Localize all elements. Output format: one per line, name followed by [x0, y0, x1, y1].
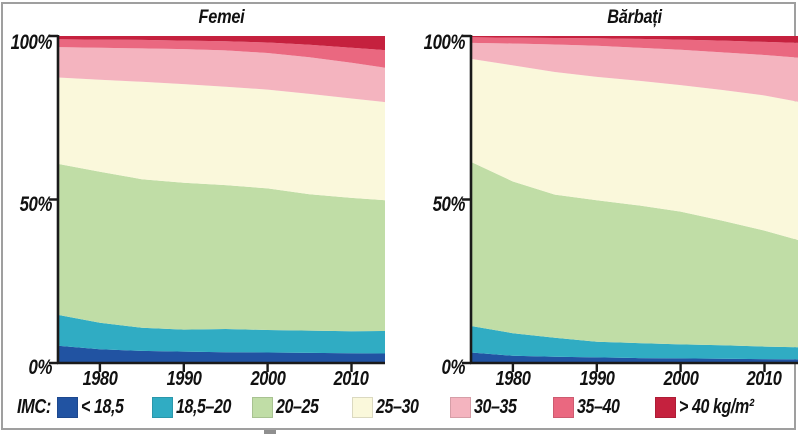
area-band-30-35 — [471, 42, 798, 102]
x-axis-label-2000: 2000 — [250, 368, 286, 390]
legend-swatch-30-35 — [450, 397, 471, 418]
y-axis-label-0: 0% — [28, 356, 53, 379]
area-band--18-5 — [471, 352, 798, 363]
x-axis-label-1990: 1990 — [166, 368, 202, 390]
chart-title-femei: Femei — [198, 7, 245, 28]
y-axis-label-50: 50% — [432, 193, 466, 216]
legend-swatch-20-25 — [252, 397, 273, 418]
legend-swatch-18-5-20 — [152, 397, 173, 418]
y-axis-label-0: 0% — [441, 356, 466, 379]
legend-swatch-under-18-5 — [57, 397, 78, 418]
area-band--40-kg-m- — [58, 36, 385, 51]
x-axis-label-1980: 1980 — [82, 368, 118, 390]
legend-item-label: 25–30 — [376, 396, 419, 418]
y-axis-label-50: 50% — [19, 193, 53, 216]
area-band-30-35 — [58, 47, 385, 103]
area-band--18-5 — [58, 345, 385, 363]
area-band-18-5-20 — [58, 314, 385, 354]
stacked-area-chart-femei — [49, 34, 385, 372]
area-band-35-40 — [471, 37, 798, 58]
x-axis-label-2010: 2010 — [746, 368, 782, 390]
y-axis-label-100: 100% — [10, 31, 53, 54]
area-band-20-25 — [58, 163, 385, 332]
legend-item-label: 18,5–20 — [176, 396, 232, 418]
legend-item-label: < 18,5 — [81, 396, 124, 418]
legend-swatch-25-30 — [352, 397, 373, 418]
area-band-25-30 — [471, 58, 798, 241]
x-axis-label-1980: 1980 — [495, 368, 531, 390]
chart-femei: Femei 100% 50% 0% 1980 1990 2000 2010 — [11, 7, 385, 389]
stacked-area-chart-barbati — [462, 34, 798, 372]
legend-item-label: 35–40 — [577, 396, 620, 418]
legend-item-label: 20–25 — [276, 396, 319, 418]
axis-ticks — [49, 34, 353, 372]
axis-ticks — [462, 34, 766, 372]
area-band-35-40 — [58, 39, 385, 68]
legend-item-label: > 40 kg/m² — [679, 396, 754, 418]
legend-swatch-over-40 — [655, 397, 676, 418]
area-band-20-25 — [471, 161, 798, 348]
legend: IMC: < 18,5 18,5–20 20–25 25–30 30–35 35… — [0, 396, 800, 420]
x-axis-label-1990: 1990 — [579, 368, 615, 390]
x-axis-label-2010: 2010 — [333, 368, 369, 390]
legend-swatch-35-40 — [553, 397, 574, 418]
area-band--40-kg-m- — [471, 36, 798, 43]
area-band-25-30 — [58, 77, 385, 201]
y-axis-label-100: 100% — [423, 31, 466, 54]
area-band-18-5-20 — [471, 326, 798, 360]
legend-item-label: 30–35 — [474, 396, 517, 418]
chart-title-barbati: Bărbați — [607, 7, 662, 28]
bottom-edge-notch — [264, 430, 276, 434]
x-axis-label-2000: 2000 — [663, 368, 699, 390]
chart-barbati: Bărbați 100% 50% 0% 1980 1990 2000 2010 — [424, 7, 798, 389]
legend-title: IMC: — [17, 396, 51, 418]
